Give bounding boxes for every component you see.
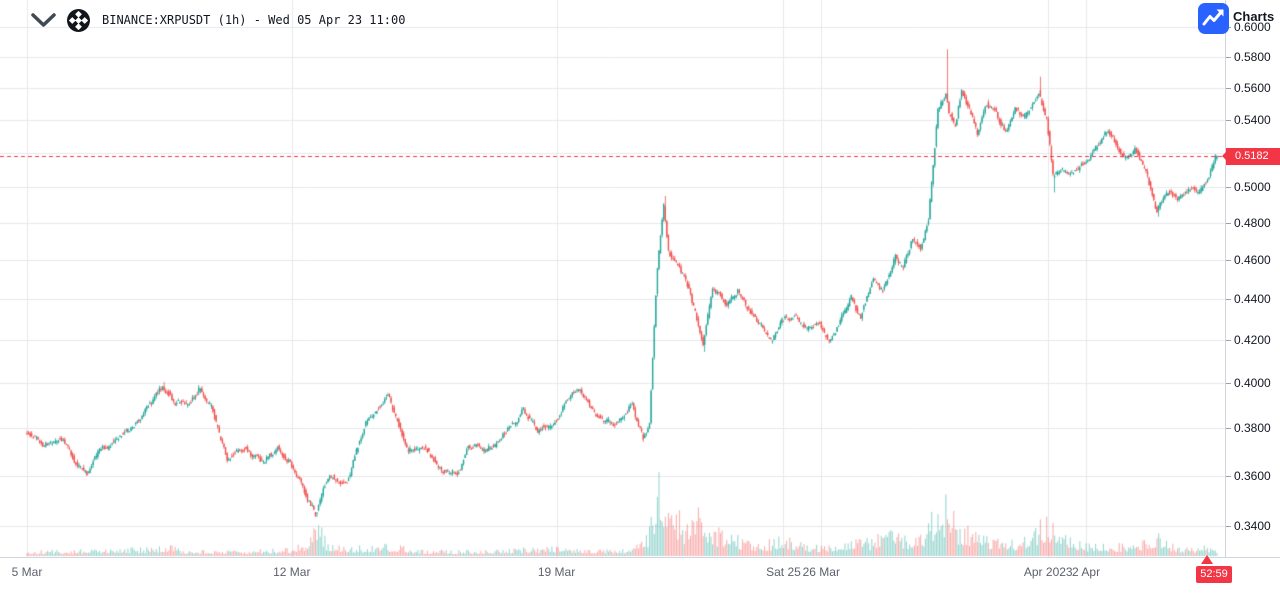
time-tick-label: Sat 25 (766, 565, 801, 579)
charts-attribution-link[interactable]: Charts (1233, 9, 1275, 24)
price-tick-label: 0.4000 (1226, 376, 1271, 391)
price-tick-label: 0.5600 (1226, 80, 1271, 95)
price-tick-label: 0.5000 (1226, 180, 1271, 195)
countdown-arrow (1201, 555, 1213, 564)
price-axis[interactable]: 0.5182 0.6000 0.5800 0.5600 0.5400 0.5000 0.4… (1222, 0, 1280, 557)
price-tick-label: 0.4600 (1226, 253, 1271, 268)
chart-header: BINANCE:XRPUSDT (1h) - Wed 05 Apr 23 11:… (30, 7, 405, 33)
current-price-flag: 0.5182 (1222, 147, 1280, 165)
chevron-down-icon[interactable] (30, 11, 57, 29)
current-price-label: 0.5182 (1235, 149, 1269, 162)
symbol-title: BINANCE:XRPUSDT (1h) - Wed 05 Apr 23 11:… (102, 13, 406, 27)
countdown-badge: 52:59 (1196, 566, 1232, 583)
time-tick-label: 12 Mar (273, 565, 311, 579)
price-tick-label: 0.4200 (1226, 333, 1271, 348)
time-tick-label: 26 Mar (802, 565, 840, 579)
price-tick-label: 0.4800 (1226, 216, 1271, 231)
price-tick-label: 0.5400 (1226, 112, 1271, 127)
price-flag-arrow-icon (1218, 151, 1226, 160)
binance-logo-icon (67, 8, 90, 32)
tradingview-logo-icon[interactable] (1198, 3, 1229, 34)
price-tick-label: 0.3800 (1226, 421, 1271, 436)
candlestick-canvas[interactable] (0, 0, 1225, 557)
price-tick-label: 0.3400 (1226, 519, 1271, 533)
price-tick-label: 0.3600 (1226, 468, 1271, 483)
price-tick-label: 0.4400 (1226, 292, 1271, 307)
time-tick-label: 5 Mar (11, 565, 43, 579)
time-axis[interactable]: 5 Mar 12 Mar 19 Mar Sat 25 26 Mar Apr 2023 2 A… (0, 557, 1280, 594)
time-tick-label: 19 Mar (537, 565, 576, 579)
time-tick-label: 2 Apr (1072, 565, 1101, 579)
price-tick-label: 0.5800 (1226, 49, 1271, 64)
time-tick-label: Apr 2023 (1023, 565, 1073, 579)
